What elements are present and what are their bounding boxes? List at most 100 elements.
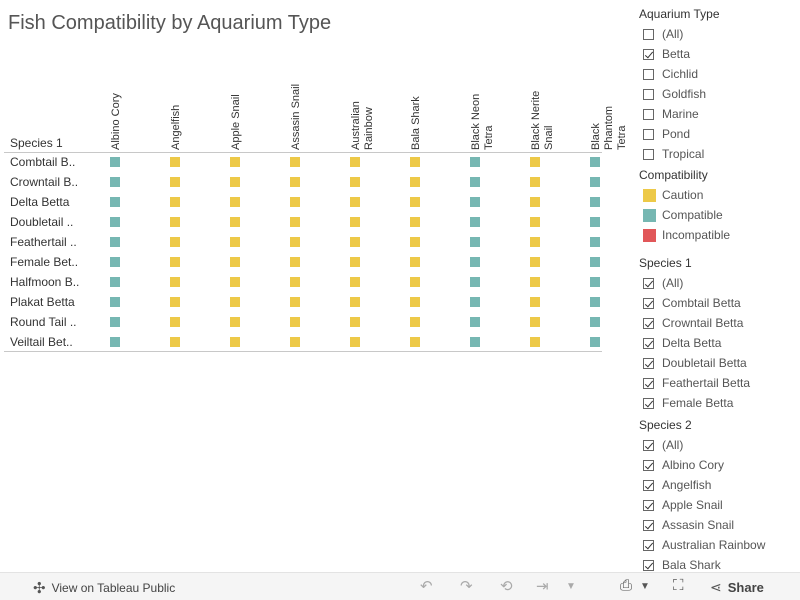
compat-mark[interactable] — [170, 237, 180, 247]
checked-checkbox-icon[interactable] — [643, 559, 654, 571]
compat-mark[interactable] — [530, 237, 540, 247]
compat-mark[interactable] — [590, 177, 600, 187]
species1-option[interactable]: Combtail Betta — [643, 295, 741, 311]
compat-mark[interactable] — [170, 297, 180, 307]
row-label[interactable]: Crowntail B.. — [10, 175, 79, 189]
legend-item[interactable]: Compatible — [643, 207, 723, 223]
compat-mark[interactable] — [410, 277, 420, 287]
compat-mark[interactable] — [410, 297, 420, 307]
compat-mark[interactable] — [170, 337, 180, 347]
compat-mark[interactable] — [350, 257, 360, 267]
compat-mark[interactable] — [230, 257, 240, 267]
compat-mark[interactable] — [230, 237, 240, 247]
row-label[interactable]: Round Tail .. — [10, 315, 77, 329]
compat-mark[interactable] — [470, 257, 480, 267]
compat-mark[interactable] — [170, 217, 180, 227]
compat-mark[interactable] — [470, 277, 480, 287]
compat-mark[interactable] — [230, 197, 240, 207]
compat-mark[interactable] — [590, 317, 600, 327]
compat-mark[interactable] — [410, 157, 420, 167]
compat-mark[interactable] — [230, 217, 240, 227]
row-label[interactable]: Doubletail .. — [10, 215, 74, 229]
compat-mark[interactable] — [410, 177, 420, 187]
compat-mark[interactable] — [230, 297, 240, 307]
compat-mark[interactable] — [470, 317, 480, 327]
compat-mark[interactable] — [170, 317, 180, 327]
checked-checkbox-icon[interactable] — [643, 297, 654, 309]
row-label[interactable]: Combtail B.. — [10, 155, 76, 169]
compat-mark[interactable] — [290, 297, 300, 307]
redo-icon[interactable]: ↷ — [460, 578, 473, 595]
download-icon[interactable]: ⎙ — [620, 577, 633, 594]
compat-mark[interactable] — [590, 297, 600, 307]
compat-mark[interactable] — [170, 197, 180, 207]
checked-checkbox-icon[interactable] — [643, 317, 654, 329]
species2-option[interactable]: Angelfish — [643, 477, 711, 493]
compat-mark[interactable] — [290, 257, 300, 267]
species1-option[interactable]: Delta Betta — [643, 335, 721, 351]
compat-mark[interactable] — [110, 177, 120, 187]
compat-mark[interactable] — [350, 237, 360, 247]
compat-mark[interactable] — [590, 197, 600, 207]
compat-mark[interactable] — [110, 277, 120, 287]
compat-mark[interactable] — [290, 177, 300, 187]
compat-mark[interactable] — [350, 157, 360, 167]
compat-mark[interactable] — [110, 257, 120, 267]
unchecked-checkbox-icon[interactable] — [643, 148, 654, 160]
checked-checkbox-icon[interactable] — [643, 439, 654, 451]
compat-mark[interactable] — [290, 337, 300, 347]
compat-mark[interactable] — [290, 237, 300, 247]
compat-mark[interactable] — [170, 277, 180, 287]
compat-mark[interactable] — [410, 337, 420, 347]
checked-checkbox-icon[interactable] — [643, 459, 654, 471]
compat-mark[interactable] — [170, 177, 180, 187]
checked-checkbox-icon[interactable] — [643, 539, 654, 551]
compat-mark[interactable] — [110, 297, 120, 307]
compat-mark[interactable] — [230, 157, 240, 167]
species1-option[interactable]: Female Betta — [643, 395, 733, 411]
compat-mark[interactable] — [470, 177, 480, 187]
row-label[interactable]: Feathertail .. — [10, 235, 77, 249]
aquarium-type-option[interactable]: Goldfish — [643, 86, 706, 102]
compat-mark[interactable] — [110, 197, 120, 207]
compat-mark[interactable] — [410, 197, 420, 207]
revert-icon[interactable]: ⟲ — [500, 578, 513, 595]
aquarium-type-option[interactable]: (All) — [643, 26, 683, 42]
compat-mark[interactable] — [590, 157, 600, 167]
compat-mark[interactable] — [350, 277, 360, 287]
compat-mark[interactable] — [350, 337, 360, 347]
compat-mark[interactable] — [470, 217, 480, 227]
unchecked-checkbox-icon[interactable] — [643, 28, 654, 40]
checked-checkbox-icon[interactable] — [643, 277, 654, 289]
compat-mark[interactable] — [290, 277, 300, 287]
unchecked-checkbox-icon[interactable] — [643, 68, 654, 80]
compat-mark[interactable] — [530, 277, 540, 287]
row-label[interactable]: Delta Betta — [10, 195, 70, 209]
compat-mark[interactable] — [590, 257, 600, 267]
compat-mark[interactable] — [530, 257, 540, 267]
checked-checkbox-icon[interactable] — [643, 377, 654, 389]
compat-mark[interactable] — [470, 157, 480, 167]
compat-mark[interactable] — [410, 317, 420, 327]
compat-mark[interactable] — [350, 197, 360, 207]
compat-mark[interactable] — [350, 177, 360, 187]
aquarium-type-option[interactable]: Tropical — [643, 146, 704, 162]
checked-checkbox-icon[interactable] — [643, 519, 654, 531]
compat-mark[interactable] — [470, 337, 480, 347]
checked-checkbox-icon[interactable] — [643, 479, 654, 491]
species2-option[interactable]: Bala Shark — [643, 557, 721, 573]
compat-mark[interactable] — [530, 217, 540, 227]
species2-option[interactable]: (All) — [643, 437, 683, 453]
compat-mark[interactable] — [290, 197, 300, 207]
compat-mark[interactable] — [530, 297, 540, 307]
compat-mark[interactable] — [230, 177, 240, 187]
compat-mark[interactable] — [170, 157, 180, 167]
checked-checkbox-icon[interactable] — [643, 397, 654, 409]
compat-mark[interactable] — [350, 317, 360, 327]
aquarium-type-option[interactable]: Marine — [643, 106, 699, 122]
undo-icon[interactable]: ↶ — [420, 578, 433, 595]
species1-option[interactable]: Feathertail Betta — [643, 375, 750, 391]
compat-mark[interactable] — [350, 297, 360, 307]
species2-option[interactable]: Australian Rainbow — [643, 537, 765, 553]
compat-mark[interactable] — [110, 157, 120, 167]
